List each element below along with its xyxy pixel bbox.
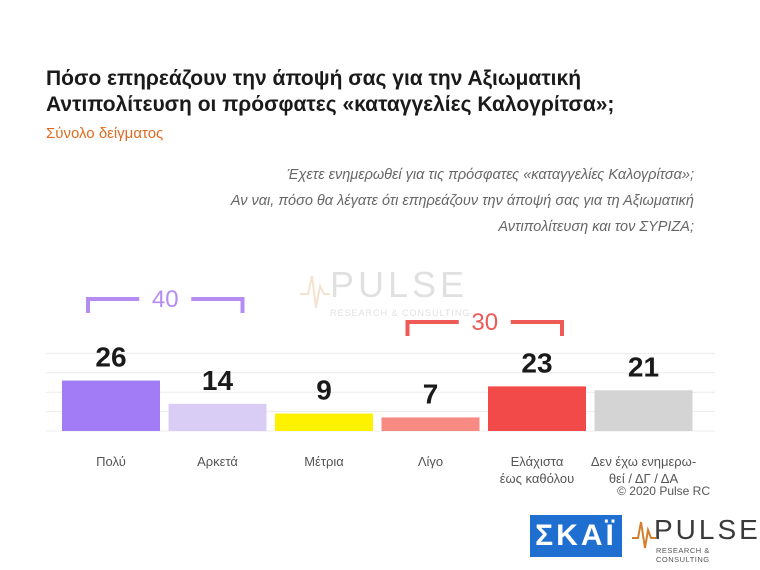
value-label-2: 14 (202, 365, 234, 396)
bracket-right (191, 297, 245, 313)
pulse-logo-wave-icon (632, 521, 656, 549)
bar-5 (488, 386, 586, 431)
value-label-6: 21 (628, 351, 659, 382)
category-label-2: Αρκετά (197, 454, 238, 469)
value-label-3: 9 (316, 375, 332, 406)
watermark-word: PULSE (330, 264, 469, 305)
watermark-sub: RESEARCH & CONSULTING (330, 308, 471, 318)
value-label-1: 26 (95, 342, 126, 373)
category-label-5: Ελάχιστα (511, 454, 564, 469)
pulse-logo-word: PULSE (654, 514, 760, 545)
bracket-left (86, 297, 140, 313)
value-label-5: 23 (521, 347, 552, 378)
question-line-3: Αντιπολίτευση και τον ΣΥΡΙΖΑ; (498, 219, 694, 235)
bracket-left (405, 320, 459, 336)
bracket-total-label: 30 (471, 309, 498, 336)
category-label-5: έως καθόλου (500, 471, 575, 486)
bar-2 (168, 403, 267, 431)
category-label-6: Δεν έχω ενημερω- (591, 454, 696, 469)
pulse-logo-sub: RESEARCH & CONSULTING (656, 546, 710, 564)
bar-6 (594, 390, 693, 431)
question-line-2: Αν ναι, πόσο θα λέγατε ότι επηρεάζουν τη… (230, 193, 694, 209)
chart-title: Πόσο επηρεάζουν την άποψή σας για την Αξ… (46, 67, 615, 116)
pulse-logo: PULSE RESEARCH & CONSULTING (632, 512, 758, 564)
chart-subtitle: Σύνολο δείγματος (46, 125, 164, 142)
bar-3 (275, 413, 373, 431)
copyright-note: © 2020 Pulse RC (617, 484, 710, 498)
question-line-1: Έχετε ενημερωθεί για τις πρόσφατες «κατα… (287, 167, 694, 183)
category-label-1: Πολύ (96, 454, 126, 469)
pulse-watermark: PULSE RESEARCH & CONSULTING (300, 264, 480, 324)
category-label-6: θεί / ΔΓ / ΔΑ (609, 471, 679, 486)
bar-1 (62, 380, 160, 431)
bracket-total-label: 40 (152, 286, 179, 313)
skai-logo: ΣΚΑΪ (530, 515, 622, 557)
category-label-3: Μέτρια (304, 454, 344, 469)
value-label-4: 7 (423, 378, 439, 409)
pulse-wave-icon (300, 275, 330, 309)
bar-4 (381, 417, 480, 431)
survey-question: Έχετε ενημερωθεί για τις πρόσφατες «κατα… (174, 162, 694, 240)
bracket-right (510, 320, 564, 336)
category-label-4: Λίγο (418, 454, 443, 469)
